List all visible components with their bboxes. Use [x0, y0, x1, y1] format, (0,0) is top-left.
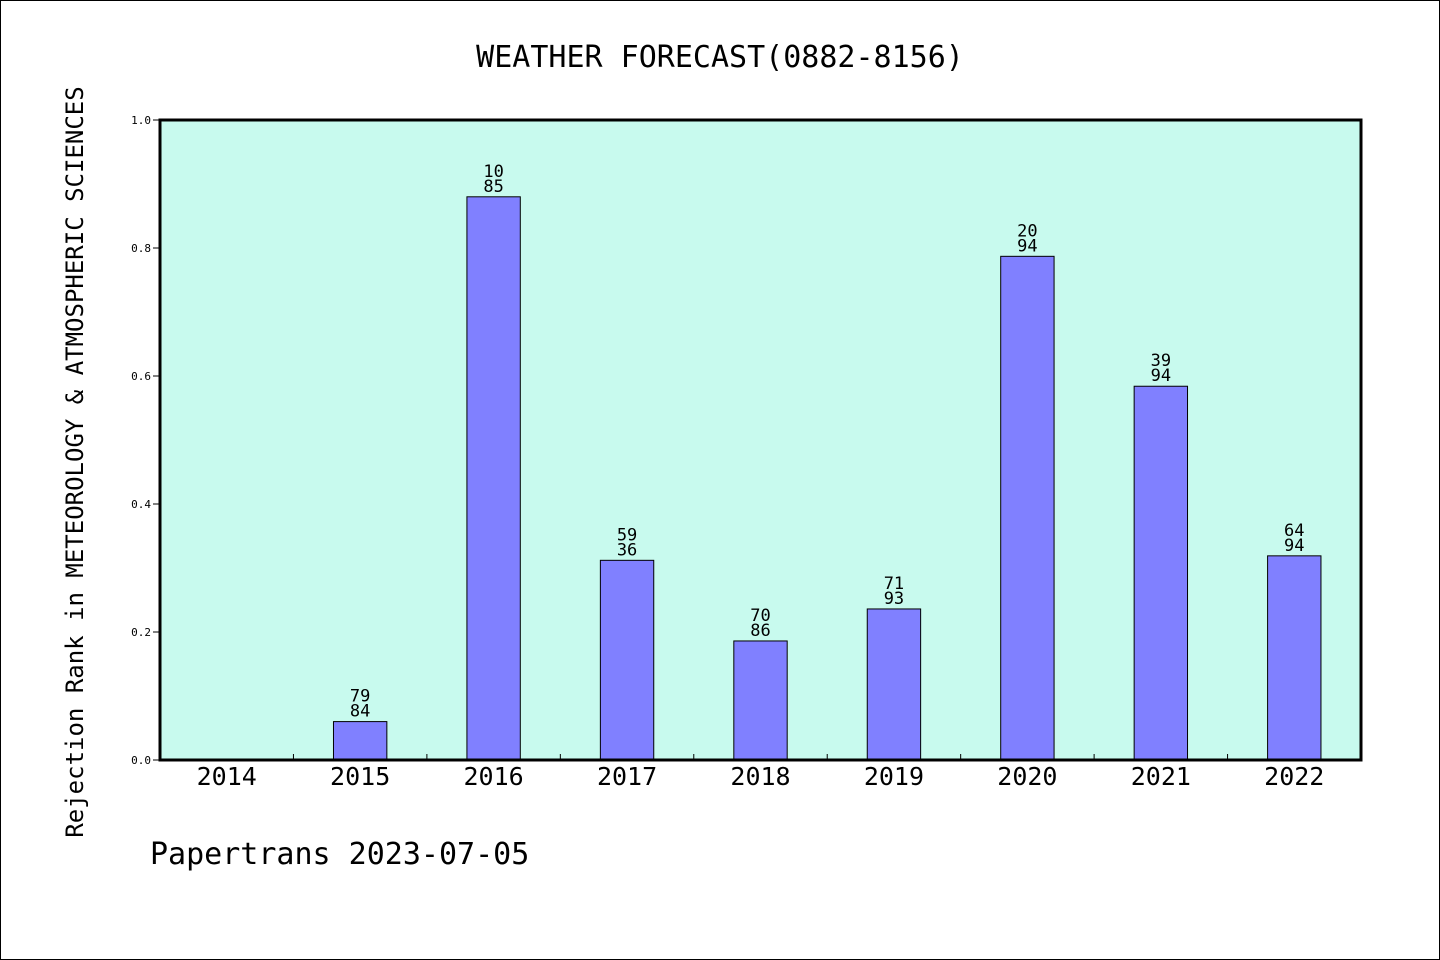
- bar-label-bottom: 85: [483, 177, 503, 197]
- y-tick-label: 0.8: [131, 242, 151, 255]
- bar-label-top: 64: [1284, 521, 1304, 541]
- chart-title: WEATHER FORECAST(0882-8156): [476, 40, 964, 75]
- y-tick-label: 1.0: [131, 114, 151, 127]
- bar-label-top: 71: [884, 574, 904, 594]
- x-tick-label: 2020: [997, 762, 1057, 791]
- bar-label-top: 20: [1017, 221, 1037, 241]
- bar-2022: [1267, 555, 1322, 761]
- bar-label-bottom: 94: [1151, 366, 1171, 386]
- y-tick-label: 0.6: [131, 370, 151, 383]
- bar-label-bottom: 84: [350, 702, 370, 722]
- bars: [332, 196, 1322, 761]
- x-tick-label: 2015: [330, 762, 390, 791]
- y-tick-label: 0.2: [131, 626, 151, 639]
- bar-2017: [599, 559, 655, 761]
- bar-label-bottom: 94: [1284, 536, 1304, 556]
- bar-label-top: 59: [617, 525, 637, 545]
- bar-label-top: 39: [1151, 351, 1171, 371]
- bar-label-bottom: 86: [750, 621, 770, 641]
- y-tick-label: 0.4: [131, 498, 151, 511]
- bar-label-top: 79: [350, 687, 370, 707]
- y-tick-labels: 0.0 0.2 0.4 0.6 0.8 1.0: [131, 114, 151, 767]
- plot-border: [158, 118, 1363, 762]
- x-tick-label: 2022: [1264, 762, 1324, 791]
- bar-2020: [1000, 255, 1055, 761]
- x-tick-label: 2014: [197, 762, 257, 791]
- x-tick-label: 2016: [464, 762, 524, 791]
- y-axis-label: Rejection Rank in METEOROLOGY & ATMOSPHE…: [61, 86, 89, 837]
- bar-label-top: 70: [750, 606, 770, 626]
- x-tick-label: 2017: [597, 762, 657, 791]
- x-tick-label: 2019: [864, 762, 924, 791]
- bar-label-bottom: 36: [617, 540, 637, 560]
- x-tick-label: 2018: [730, 762, 790, 791]
- bar-2019: [866, 608, 922, 761]
- bar-label-bottom: 93: [884, 589, 904, 609]
- bar-label-bottom: 94: [1017, 236, 1037, 256]
- bar-2016: [466, 196, 521, 761]
- y-tick-label: 0.0: [131, 754, 151, 767]
- footer-date-text: Papertrans 2023-07-05: [150, 837, 529, 872]
- bar-label-top: 10: [483, 162, 503, 182]
- bar-2015: [332, 721, 388, 761]
- x-tick-label: 2021: [1131, 762, 1191, 791]
- bar-2018: [733, 640, 788, 761]
- bar-2021: [1133, 385, 1189, 761]
- x-tick-labels: 2014 2015 2016 2017 2018 2019 2020 2021 2022: [197, 762, 1325, 791]
